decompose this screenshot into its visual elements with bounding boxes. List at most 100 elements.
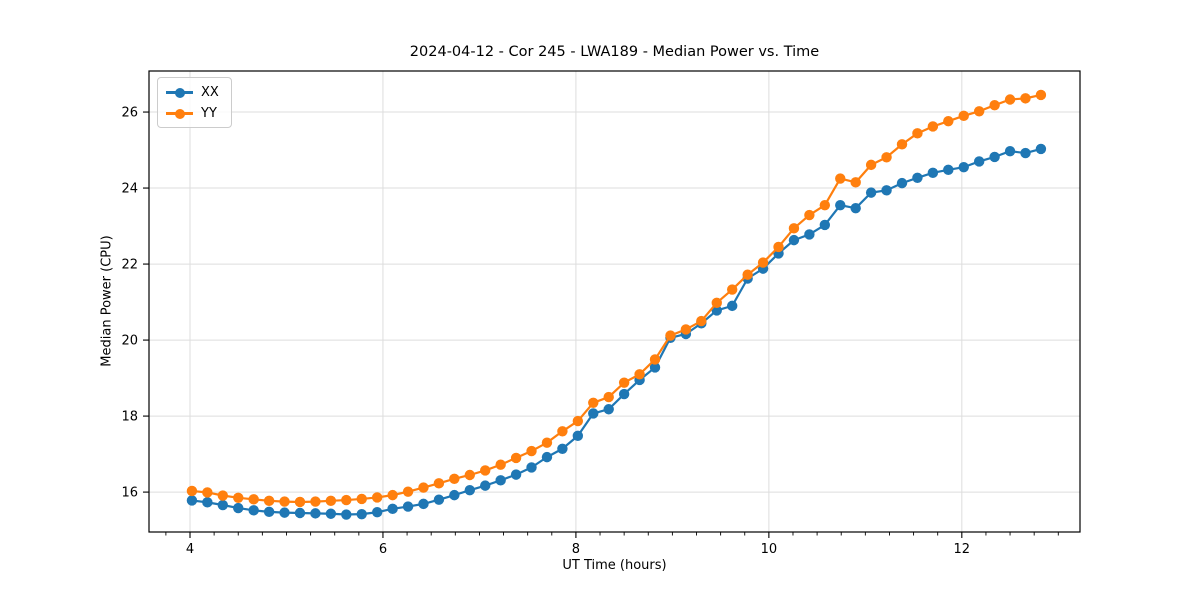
series-yy-marker [387, 489, 398, 501]
series-xx-marker [804, 229, 815, 240]
y-tick-label: 26 [121, 106, 138, 121]
x-tick-label: 12 [954, 542, 971, 557]
series-yy-marker [325, 495, 337, 507]
series-yy-marker [402, 486, 414, 497]
y-tick-label: 16 [121, 486, 138, 501]
series-yy-marker [572, 415, 584, 427]
legend-label-yy: YY [201, 105, 217, 121]
series-yy-marker [696, 315, 707, 327]
series-yy-marker [356, 493, 367, 505]
series-xx-marker [819, 219, 831, 231]
series-yy-marker [541, 437, 553, 448]
series-yy-marker [263, 495, 275, 507]
series-yy-marker [186, 485, 198, 497]
series-yy-marker [634, 369, 645, 380]
series-xx-marker [279, 507, 290, 518]
series-xx-marker [526, 462, 537, 473]
series-xx-marker [294, 507, 306, 519]
series-yy-marker [588, 397, 599, 408]
legend-marker-xx-icon [166, 86, 193, 98]
series-xx-marker [495, 475, 506, 486]
series-yy-marker [371, 492, 383, 503]
series-xx-marker [603, 404, 614, 415]
y-tick-label: 22 [121, 258, 138, 273]
series-yy-marker [433, 478, 445, 489]
series-xx-marker [1004, 145, 1016, 157]
legend-item-yy: YY [166, 104, 219, 122]
series-yy-marker [819, 199, 831, 211]
series-xx-marker [881, 185, 892, 196]
series-yy-marker [418, 482, 429, 493]
series-yy-marker [649, 354, 661, 365]
series-xx-marker [865, 187, 877, 198]
x-axis-label: UT Time (hours) [562, 558, 667, 573]
series-xx-marker [356, 508, 367, 520]
series-xx-marker [217, 499, 229, 511]
series-xx-line [190, 147, 1043, 516]
series-yy-marker [1020, 93, 1031, 104]
chart-title: 2024-04-12 - Cor 245 - LWA189 - Median P… [409, 44, 820, 60]
series-xx-marker [1035, 143, 1047, 155]
series-xx-marker [896, 177, 908, 189]
series-yy-marker [943, 115, 954, 127]
y-tick-label: 20 [121, 334, 138, 349]
series-yy-marker [757, 257, 769, 268]
series-xx-marker [202, 497, 213, 508]
series-xx-marker [927, 167, 939, 179]
series-xx-marker [958, 161, 969, 173]
series-yy-marker [1035, 89, 1047, 101]
series-xx-marker [480, 480, 491, 491]
series-yy-marker [341, 494, 352, 506]
series-xx-marker [788, 234, 800, 246]
series-xx-marker [649, 362, 661, 373]
series-yy-marker [526, 445, 537, 457]
series-yy-marker [294, 496, 306, 508]
series-xx-marker [973, 156, 985, 167]
series-yy-marker [989, 100, 1000, 111]
series-xx-marker [449, 489, 460, 501]
series-yy-marker [217, 490, 229, 501]
series-yy-marker [603, 391, 614, 403]
series-yy-marker [310, 496, 321, 507]
series-xx-marker [433, 494, 445, 505]
series-yy-marker [248, 494, 259, 505]
series-xx-marker [510, 469, 522, 480]
series-yy-marker [850, 177, 861, 188]
series-xx-marker [618, 388, 630, 400]
series-yy-marker [480, 465, 491, 476]
series-xx-marker [464, 484, 475, 496]
series-xx-marker [418, 498, 429, 510]
legend-label-xx: XX [201, 84, 219, 100]
series-yy-marker [680, 324, 692, 335]
series-xx-marker [371, 507, 383, 518]
series-yy-marker [804, 209, 815, 221]
series-yy-marker [973, 106, 985, 117]
series-xx-marker [541, 451, 553, 463]
series-yy-marker [233, 492, 244, 503]
series-xx-marker [588, 408, 599, 419]
series-yy-marker [495, 459, 506, 470]
series-yy-marker [773, 241, 784, 253]
series-xx-marker [402, 501, 414, 512]
legend-item-xx: XX [166, 83, 219, 101]
series-yy-marker [202, 487, 213, 498]
series-yy-marker [912, 128, 923, 139]
series-yy-marker [727, 284, 738, 295]
y-tick-label: 24 [121, 182, 138, 197]
series-yy-marker [865, 159, 877, 171]
series-yy-marker [742, 269, 753, 280]
x-tick-label: 4 [186, 542, 194, 557]
series-xx-marker [727, 300, 738, 312]
x-tick-label: 6 [379, 542, 387, 557]
legend: XX YY [157, 77, 232, 128]
series-yy-marker [958, 110, 969, 122]
series-xx-marker [233, 502, 244, 514]
series-yy-marker [788, 223, 800, 234]
series-xx-marker [341, 509, 352, 520]
series-xx-marker [835, 199, 846, 211]
series-xx-marker [248, 505, 259, 516]
y-tick-label: 18 [121, 410, 138, 425]
series-xx-marker [912, 172, 923, 183]
